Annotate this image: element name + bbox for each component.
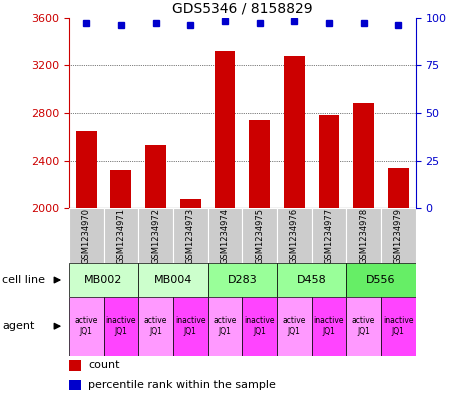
Bar	[312, 297, 346, 356]
Bar	[69, 380, 81, 390]
Bar	[381, 297, 416, 356]
Text: GSM1234975: GSM1234975	[255, 208, 264, 264]
Title: GDS5346 / 8158829: GDS5346 / 8158829	[172, 1, 313, 15]
Text: GSM1234973: GSM1234973	[186, 208, 195, 264]
Text: D556: D556	[366, 275, 396, 285]
Bar	[111, 170, 131, 393]
Text: active
JQ1: active JQ1	[283, 316, 306, 336]
Bar	[173, 297, 208, 356]
Bar	[388, 168, 408, 393]
Text: GSM1234971: GSM1234971	[116, 208, 125, 264]
Text: D458: D458	[297, 275, 326, 285]
Text: active
JQ1: active JQ1	[352, 316, 375, 336]
Bar	[104, 297, 138, 356]
Text: inactive
JQ1: inactive JQ1	[244, 316, 275, 336]
Bar	[208, 208, 242, 263]
Bar	[277, 263, 346, 297]
Bar	[173, 208, 208, 263]
Bar	[208, 263, 277, 297]
Bar	[104, 208, 138, 263]
Text: D283: D283	[228, 275, 257, 285]
Bar	[346, 208, 381, 263]
Text: GSM1234974: GSM1234974	[220, 208, 229, 264]
Bar	[319, 116, 339, 393]
Bar	[69, 297, 104, 356]
Bar	[277, 208, 312, 263]
Text: inactive
JQ1: inactive JQ1	[175, 316, 206, 336]
Bar	[180, 199, 200, 393]
Bar	[208, 297, 242, 356]
Bar	[346, 263, 416, 297]
Bar	[69, 263, 138, 297]
Text: active
JQ1: active JQ1	[144, 316, 167, 336]
Text: active
JQ1: active JQ1	[213, 316, 237, 336]
Text: inactive
JQ1: inactive JQ1	[383, 316, 414, 336]
Bar	[138, 297, 173, 356]
Bar	[346, 297, 381, 356]
Bar	[277, 297, 312, 356]
Text: agent: agent	[2, 321, 35, 331]
Bar	[353, 103, 374, 393]
Bar	[76, 131, 96, 393]
Bar	[215, 51, 235, 393]
Text: MB004: MB004	[154, 275, 192, 285]
Bar	[312, 208, 346, 263]
Bar	[69, 208, 104, 263]
Text: inactive
JQ1: inactive JQ1	[314, 316, 344, 336]
Bar	[138, 208, 173, 263]
Bar	[284, 56, 304, 393]
Bar	[145, 145, 166, 393]
Text: cell line: cell line	[2, 275, 46, 285]
Text: GSM1234979: GSM1234979	[394, 208, 403, 264]
Text: GSM1234976: GSM1234976	[290, 208, 299, 264]
Text: inactive
JQ1: inactive JQ1	[105, 316, 136, 336]
Text: GSM1234977: GSM1234977	[324, 208, 333, 264]
Text: MB002: MB002	[85, 275, 123, 285]
Bar	[69, 360, 81, 371]
Bar	[242, 208, 277, 263]
Bar	[381, 208, 416, 263]
Bar	[249, 120, 270, 393]
Text: GSM1234978: GSM1234978	[359, 208, 368, 264]
Text: count: count	[88, 360, 119, 370]
Text: percentile rank within the sample: percentile rank within the sample	[88, 380, 276, 390]
Text: GSM1234970: GSM1234970	[82, 208, 91, 264]
Text: active
JQ1: active JQ1	[75, 316, 98, 336]
Bar	[138, 263, 208, 297]
Text: GSM1234972: GSM1234972	[151, 208, 160, 264]
Bar	[242, 297, 277, 356]
